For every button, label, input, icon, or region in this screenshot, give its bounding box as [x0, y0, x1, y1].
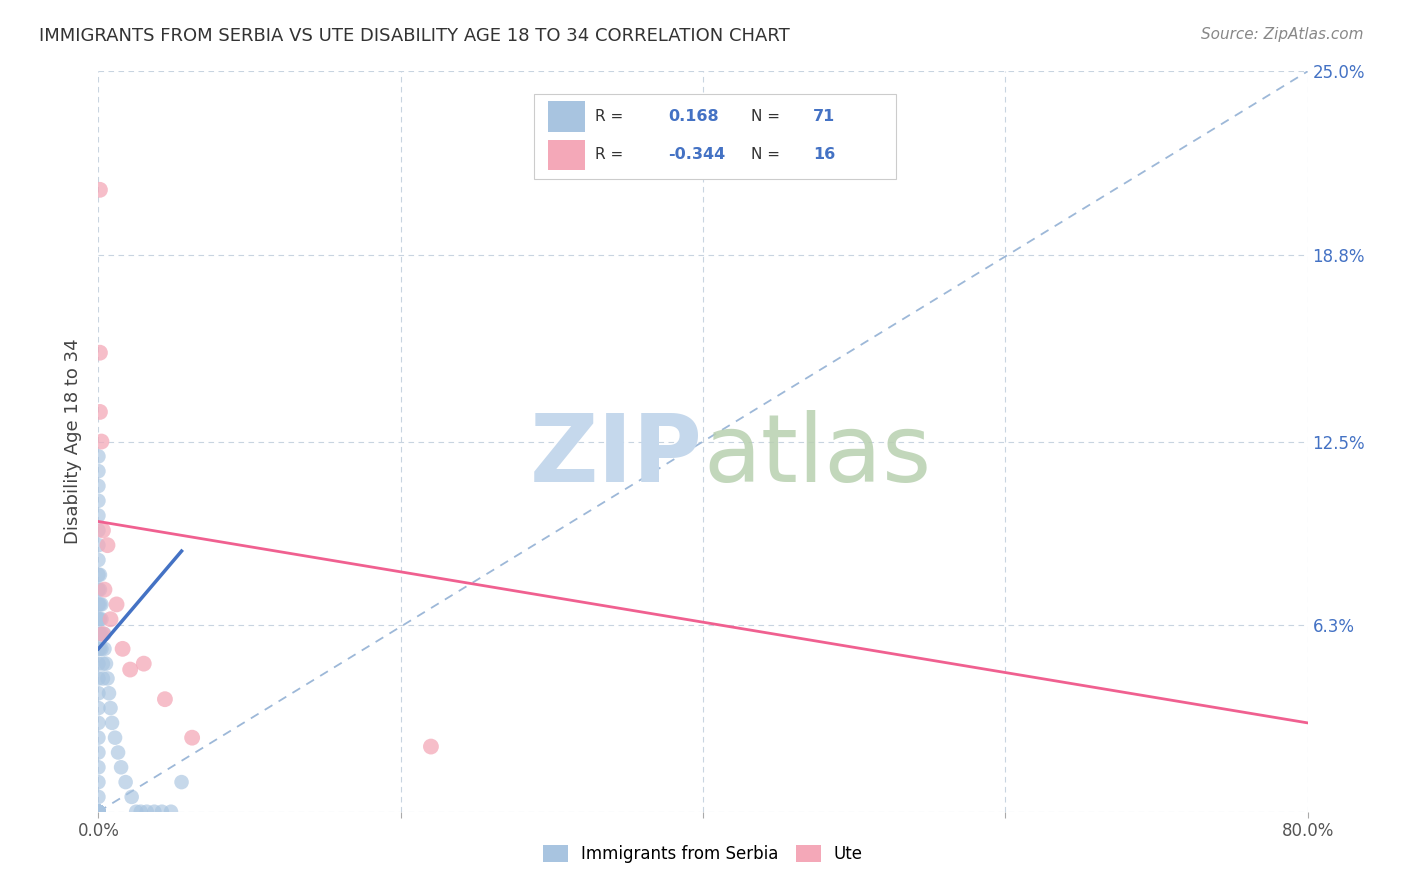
Point: [121, 789, 143, 804]
Point: [143, 805, 166, 819]
Point: [89, 405, 111, 419]
Point: [87, 464, 110, 478]
Point: [87, 715, 110, 730]
Text: atlas: atlas: [703, 410, 931, 502]
Point: [87, 805, 110, 819]
Point: [87, 686, 110, 700]
Point: [87, 524, 110, 538]
Point: [87, 479, 110, 493]
Point: [105, 598, 128, 612]
Point: [89, 612, 111, 626]
Point: [170, 775, 193, 789]
Point: [111, 641, 134, 656]
Point: [87, 805, 110, 819]
Point: [93, 582, 115, 597]
Point: [94, 657, 117, 671]
Point: [87, 805, 110, 819]
Point: [87, 805, 110, 819]
Point: [90, 627, 112, 641]
Point: [87, 493, 110, 508]
Text: ZIP: ZIP: [530, 410, 703, 502]
Point: [107, 746, 129, 760]
Point: [132, 657, 155, 671]
Point: [93, 641, 115, 656]
Point: [91, 627, 114, 641]
Point: [125, 805, 148, 819]
Point: [87, 789, 110, 804]
Point: [87, 731, 110, 745]
Point: [87, 450, 110, 464]
Point: [153, 692, 176, 706]
Point: [89, 582, 111, 597]
Point: [87, 657, 110, 671]
Point: [87, 701, 110, 715]
Point: [87, 582, 110, 597]
Point: [87, 805, 110, 819]
Point: [87, 805, 110, 819]
Point: [129, 805, 152, 819]
Point: [87, 641, 110, 656]
Point: [100, 701, 122, 715]
Point: [150, 805, 173, 819]
Point: [90, 434, 112, 449]
Point: [91, 657, 114, 671]
Point: [87, 805, 110, 819]
Point: [104, 731, 127, 745]
Point: [96, 538, 118, 552]
Point: [87, 627, 110, 641]
Point: [91, 672, 114, 686]
Y-axis label: Disability Age 18 to 34: Disability Age 18 to 34: [65, 339, 83, 544]
Point: [90, 612, 112, 626]
Point: [89, 567, 111, 582]
Point: [87, 805, 110, 819]
Point: [87, 805, 110, 819]
Point: [89, 598, 111, 612]
Legend: Immigrants from Serbia, Ute: Immigrants from Serbia, Ute: [537, 838, 869, 870]
Point: [87, 760, 110, 774]
Point: [420, 739, 443, 754]
Point: [87, 775, 110, 789]
Point: [91, 524, 114, 538]
Point: [87, 538, 110, 552]
Point: [98, 686, 121, 700]
Point: [120, 663, 142, 677]
Point: [87, 805, 110, 819]
Point: [87, 805, 110, 819]
Text: IMMIGRANTS FROM SERBIA VS UTE DISABILITY AGE 18 TO 34 CORRELATION CHART: IMMIGRANTS FROM SERBIA VS UTE DISABILITY…: [39, 27, 790, 45]
Point: [87, 805, 110, 819]
Point: [93, 627, 115, 641]
Point: [87, 805, 110, 819]
Point: [87, 805, 110, 819]
Point: [135, 805, 157, 819]
Point: [96, 672, 118, 686]
Point: [87, 805, 110, 819]
Point: [87, 805, 110, 819]
Point: [160, 805, 183, 819]
Text: Source: ZipAtlas.com: Source: ZipAtlas.com: [1201, 27, 1364, 42]
Point: [89, 183, 111, 197]
Point: [90, 598, 112, 612]
Point: [90, 641, 112, 656]
Point: [110, 760, 132, 774]
Point: [114, 775, 136, 789]
Point: [87, 553, 110, 567]
Point: [87, 672, 110, 686]
Point: [87, 508, 110, 523]
Point: [181, 731, 204, 745]
Point: [87, 746, 110, 760]
Point: [89, 641, 111, 656]
Point: [100, 612, 122, 626]
Point: [87, 567, 110, 582]
Point: [89, 627, 111, 641]
Point: [87, 598, 110, 612]
Point: [89, 345, 111, 359]
Point: [101, 715, 124, 730]
Point: [87, 612, 110, 626]
